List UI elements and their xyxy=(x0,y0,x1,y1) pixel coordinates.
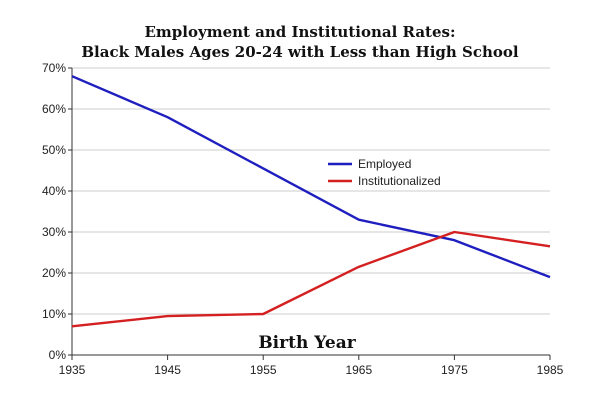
y-tick-label: 20% xyxy=(42,266,66,280)
data-point-institutionalized xyxy=(452,230,456,234)
x-tick-label: 1965 xyxy=(345,363,372,377)
y-tick-label: 0% xyxy=(49,348,67,362)
data-point-employed xyxy=(357,218,361,222)
y-tick-label: 40% xyxy=(42,184,66,198)
data-point-institutionalized xyxy=(166,314,170,318)
y-tick-label: 50% xyxy=(42,143,66,157)
data-point-institutionalized xyxy=(261,312,265,316)
data-point-employed xyxy=(452,238,456,242)
series-line-institutionalized xyxy=(71,230,551,328)
y-tick-label: 60% xyxy=(42,102,66,116)
x-axis-label: Birth Year xyxy=(258,333,356,353)
data-point-institutionalized xyxy=(357,265,361,269)
x-tick-label: 1935 xyxy=(59,363,86,377)
x-tick-label: 1975 xyxy=(441,363,468,377)
y-tick-label: 30% xyxy=(42,225,66,239)
y-tick-label: 70% xyxy=(42,61,66,75)
data-point-employed xyxy=(70,74,74,78)
chart-title-line-2: Black Males Ages 20-24 with Less than Hi… xyxy=(81,43,519,61)
x-tick-label: 1985 xyxy=(537,363,564,377)
data-point-employed xyxy=(548,275,552,279)
chart-title: Employment and Institutional Rates: Blac… xyxy=(0,22,600,62)
legend-label-employed: Employed xyxy=(358,157,411,171)
y-tick-label: 10% xyxy=(42,307,66,321)
x-tick-label: 1945 xyxy=(154,363,181,377)
series-line-employed xyxy=(71,75,551,279)
x-tick-label: 1955 xyxy=(250,363,277,377)
data-point-institutionalized xyxy=(70,324,74,328)
legend-label-institutionalized: Institutionalized xyxy=(358,174,441,188)
data-point-employed xyxy=(166,115,170,119)
chart-title-line-1: Employment and Institutional Rates: xyxy=(144,23,456,41)
data-point-employed xyxy=(261,166,265,170)
data-point-institutionalized xyxy=(548,244,552,248)
